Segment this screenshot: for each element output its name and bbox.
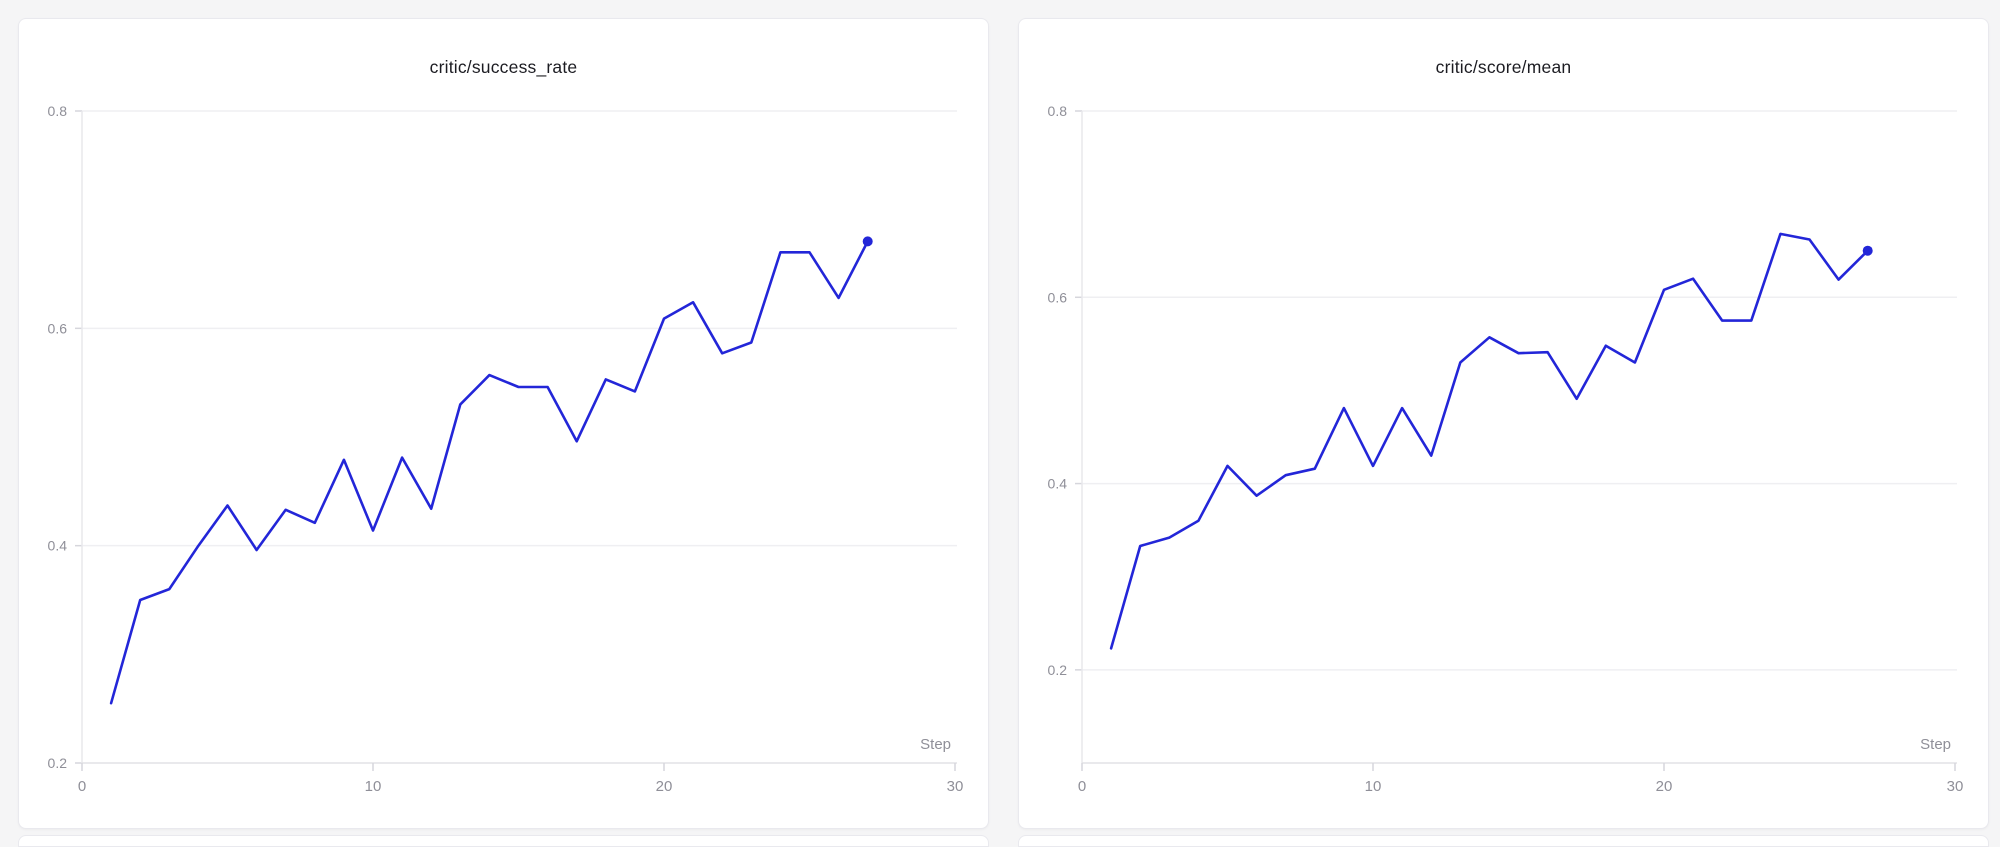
next-row-panel-edge — [1018, 835, 1989, 847]
x-tick-label: 30 — [1947, 778, 1964, 795]
y-tick-label: 0.4 — [48, 538, 68, 554]
next-row-panel-edge — [18, 835, 989, 847]
x-tick-label: 10 — [365, 778, 382, 795]
y-tick-label: 0.8 — [1048, 103, 1068, 119]
line-chart-score-mean[interactable]: 0.2 0.4 0.6 0.8 0 10 20 30 Step — [1019, 19, 1990, 830]
y-tick-label: 0.2 — [48, 755, 68, 771]
chart-title: critic/success_rate — [429, 57, 578, 77]
x-axis-label: Step — [1920, 736, 1951, 753]
data-line[interactable] — [1109, 232, 1870, 650]
y-tick-label: 0.6 — [1048, 289, 1068, 305]
last-point-dot[interactable] — [862, 236, 873, 247]
x-tick-label: 0 — [1078, 778, 1086, 795]
x-tick-label: 30 — [947, 778, 964, 795]
x-tick-label: 0 — [78, 778, 86, 795]
y-tick-label: 0.8 — [48, 103, 68, 119]
chart-panel-success-rate[interactable]: critic/success_rate 0.2 0.4 0.6 0.8 0 10 20 30 S… — [18, 18, 989, 829]
data-line[interactable] — [109, 240, 870, 705]
line-chart-success-rate[interactable]: 0.2 0.4 0.6 0.8 0 10 20 30 Step — [19, 19, 990, 830]
x-tick-label: 10 — [1365, 778, 1382, 795]
last-point-dot[interactable] — [1862, 245, 1873, 256]
x-tick-label: 20 — [656, 778, 673, 795]
y-tick-label: 0.6 — [48, 320, 68, 336]
x-axis-label: Step — [920, 736, 951, 753]
x-tick-label: 20 — [1656, 778, 1673, 795]
chart-title: critic/score/mean — [1435, 57, 1572, 77]
y-tick-label: 0.2 — [1048, 662, 1068, 678]
chart-panel-score-mean[interactable]: critic/score/mean 0.2 0.4 0.6 0.8 0 10 20 30 Ste… — [1018, 18, 1989, 829]
y-tick-label: 0.4 — [1048, 476, 1068, 492]
